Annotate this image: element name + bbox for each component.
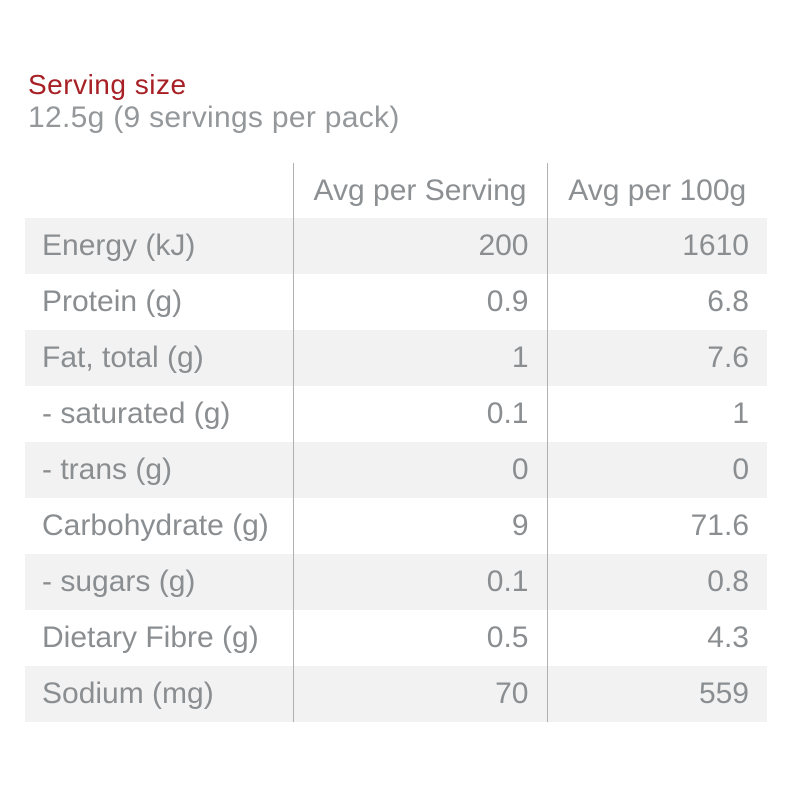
value-per-100g: 4.3 bbox=[546, 610, 767, 666]
column-header-per-serving: Avg per Serving bbox=[292, 163, 547, 218]
table-body: Energy (kJ) 200 1610 Protein (g) 0.9 6.8… bbox=[25, 218, 767, 722]
value-per-serving: 9 bbox=[292, 498, 547, 554]
nutrition-table: Avg per Serving Avg per 100g Energy (kJ)… bbox=[25, 163, 767, 722]
row-label: Energy (kJ) bbox=[42, 229, 196, 262]
table-header: Avg per Serving Avg per 100g bbox=[25, 163, 767, 218]
value-per-100g: 6.8 bbox=[546, 274, 767, 330]
table-row-trans: - trans (g) 0 0 bbox=[25, 442, 767, 498]
table-row-dietary-fibre: Dietary Fibre (g) 0.5 4.3 bbox=[25, 610, 767, 666]
row-label: Sodium (mg) bbox=[42, 677, 214, 710]
row-label: - sugars (g) bbox=[42, 565, 196, 598]
value-per-serving: 0.1 bbox=[292, 386, 547, 442]
table-row-sodium: Sodium (mg) 70 559 bbox=[25, 666, 767, 722]
value-per-serving: 200 bbox=[292, 218, 547, 274]
row-label: - saturated (g) bbox=[42, 397, 231, 430]
value-per-serving: 0.9 bbox=[292, 274, 547, 330]
page-subtitle: 12.5g (9 servings per pack) bbox=[28, 101, 400, 134]
row-label: Fat, total (g) bbox=[42, 341, 204, 374]
value-per-100g: 1610 bbox=[546, 218, 767, 274]
table-row-fat-total: Fat, total (g) 1 7.6 bbox=[25, 330, 767, 386]
value-per-serving: 70 bbox=[292, 666, 547, 722]
column-header-blank bbox=[25, 163, 293, 218]
table-row-protein: Protein (g) 0.9 6.8 bbox=[25, 274, 767, 330]
value-per-serving: 0.5 bbox=[292, 610, 547, 666]
value-per-100g: 0 bbox=[546, 442, 767, 498]
table-row-saturated: - saturated (g) 0.1 1 bbox=[25, 386, 767, 442]
value-per-serving: 0 bbox=[292, 442, 547, 498]
value-per-serving: 0.1 bbox=[292, 554, 547, 610]
column-header-per-100g: Avg per 100g bbox=[546, 163, 767, 218]
table-row-sugars: - sugars (g) 0.1 0.8 bbox=[25, 554, 767, 610]
value-per-100g: 1 bbox=[546, 386, 767, 442]
value-per-100g: 0.8 bbox=[546, 554, 767, 610]
table-row-energy: Energy (kJ) 200 1610 bbox=[25, 218, 767, 274]
value-per-100g: 7.6 bbox=[546, 330, 767, 386]
row-label: Carbohydrate (g) bbox=[42, 509, 269, 542]
row-label: - trans (g) bbox=[42, 453, 173, 486]
value-per-serving: 1 bbox=[292, 330, 547, 386]
page-title: Serving size bbox=[28, 69, 187, 100]
table-header-row: Avg per Serving Avg per 100g bbox=[25, 163, 767, 218]
table-row-carbohydrate: Carbohydrate (g) 9 71.6 bbox=[25, 498, 767, 554]
value-per-100g: 71.6 bbox=[546, 498, 767, 554]
row-label: Protein (g) bbox=[42, 285, 183, 318]
value-per-100g: 559 bbox=[546, 666, 767, 722]
row-label: Dietary Fibre (g) bbox=[42, 621, 259, 654]
